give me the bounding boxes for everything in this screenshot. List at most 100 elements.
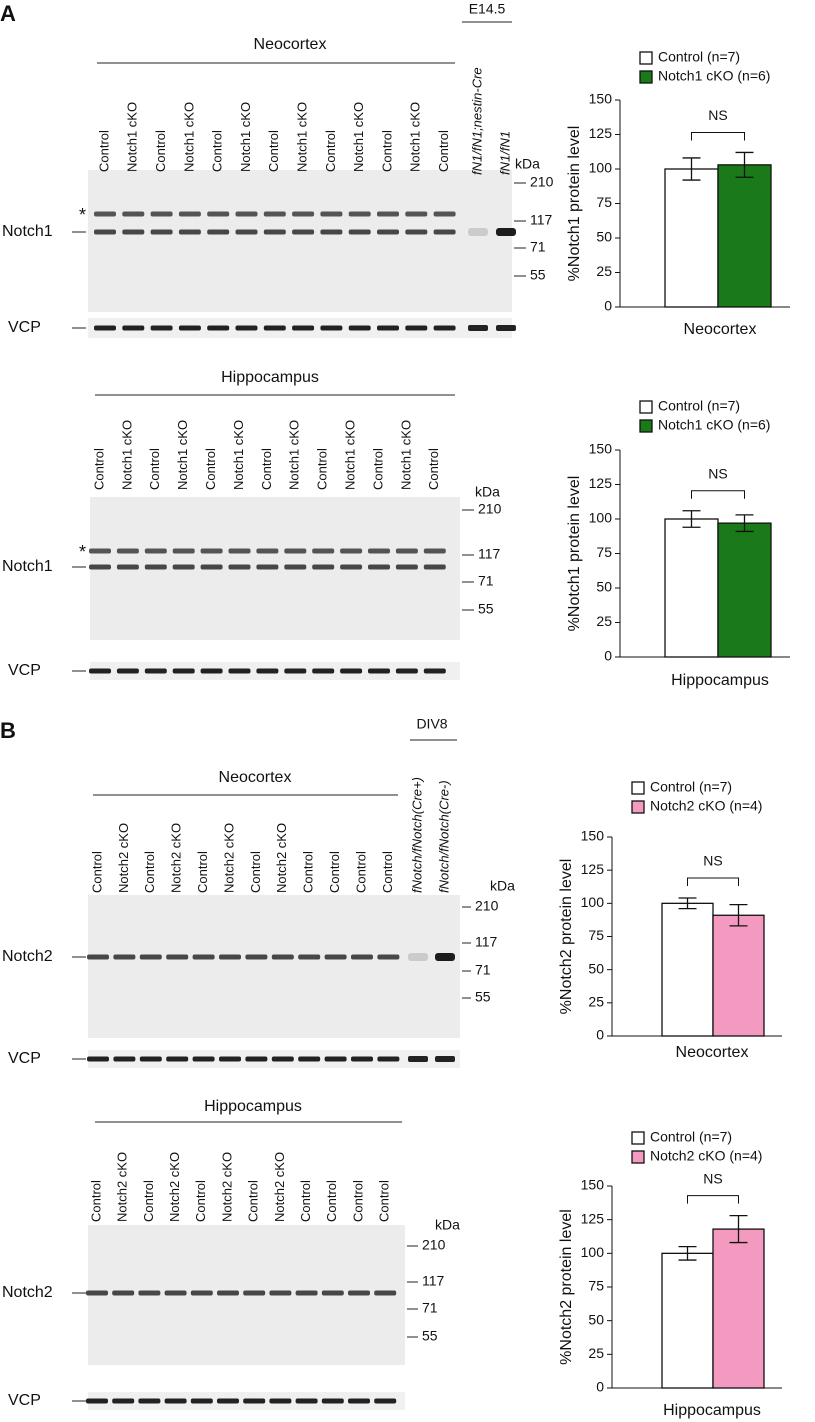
x-axis-label: Neocortex: [684, 321, 757, 338]
bar: [664, 518, 719, 658]
lane-label: Control: [259, 448, 274, 490]
vcp-band: [219, 1056, 241, 1062]
band: [139, 954, 162, 960]
y-tick-label: 125: [581, 1210, 605, 1226]
band: [207, 211, 230, 217]
band: [433, 229, 456, 235]
protein-label: VCP: [8, 1050, 41, 1067]
lane-label: Notch2 cKO: [221, 823, 236, 893]
y-axis-label: %Notch1 protein level: [566, 126, 583, 282]
significance-bracket: [691, 490, 745, 499]
y-tick-label: 0: [604, 648, 612, 664]
asterisk: *: [79, 205, 86, 225]
band: [340, 548, 363, 554]
legend-swatch: [631, 1150, 645, 1164]
band: [423, 548, 446, 554]
legend-label: Control (n=7): [650, 779, 732, 795]
band: [116, 564, 139, 570]
vcp-band: [150, 325, 173, 331]
blot-title: Hippocampus: [221, 369, 319, 386]
band: [348, 1290, 370, 1296]
y-tick-label: 100: [589, 510, 613, 526]
lane-label: Control: [380, 851, 395, 893]
band: [94, 229, 116, 235]
band: [228, 548, 251, 554]
lane-label: Control: [370, 448, 385, 490]
lane-label: Notch1 cKO: [181, 102, 196, 172]
marker-label: 55: [475, 989, 491, 1005]
legend-swatch: [639, 70, 653, 84]
band: [351, 954, 373, 960]
band: [112, 1290, 135, 1296]
vcp-band: [87, 1056, 109, 1062]
y-tick-label: 50: [588, 960, 604, 976]
vcp-band: [435, 1056, 455, 1062]
lane-label: Control: [379, 130, 394, 172]
y-tick-label: 150: [581, 1177, 605, 1193]
y-tick-label: 125: [589, 125, 613, 141]
legend-label: Control (n=7): [650, 1129, 732, 1145]
lane-label: Control: [147, 448, 162, 490]
lane-label: Control: [298, 1180, 313, 1222]
vcp-band: [207, 325, 230, 331]
protein-label: VCP: [8, 319, 41, 336]
band: [312, 548, 335, 554]
band: [496, 228, 516, 236]
band: [269, 1290, 292, 1296]
lane-label: Notch1 cKO: [119, 420, 134, 490]
y-tick-label: 100: [581, 1244, 605, 1260]
lane-label: Control: [436, 130, 451, 172]
band: [138, 1290, 161, 1296]
vcp-band: [172, 668, 195, 674]
vcp-band: [263, 325, 286, 331]
significance-label: NS: [708, 107, 727, 123]
vcp-band: [271, 1056, 294, 1062]
band: [144, 548, 167, 554]
band: [395, 548, 418, 554]
lane-label: Control: [89, 851, 104, 893]
y-tick-label: 100: [589, 160, 613, 176]
band: [395, 564, 418, 570]
vcp-band: [405, 325, 428, 331]
panel-label: B: [0, 718, 16, 743]
band: [86, 1290, 108, 1296]
vcp-band: [374, 1398, 397, 1404]
band: [298, 954, 321, 960]
band: [284, 548, 307, 554]
lane-label: Control: [353, 851, 368, 893]
vcp-band: [144, 668, 167, 674]
y-tick-label: 75: [596, 544, 612, 560]
lane-label: Notch1 cKO: [408, 102, 423, 172]
legend-swatch: [639, 419, 653, 433]
marker-label: 55: [530, 267, 546, 283]
bar: [664, 168, 719, 308]
band: [192, 954, 215, 960]
marker-label: 210: [475, 898, 499, 914]
kda-label: kDa: [515, 156, 540, 172]
lane-label: Control: [426, 448, 441, 490]
lane-label: Control: [142, 851, 157, 893]
bar: [712, 1228, 765, 1389]
lane-label: fNotch/fNotch(Cre-): [436, 780, 451, 893]
legend-label: Control (n=7): [658, 49, 740, 65]
band: [150, 211, 173, 217]
band: [166, 954, 189, 960]
vcp-band: [178, 325, 201, 331]
lane-label: Control: [350, 1180, 365, 1222]
band: [200, 564, 223, 570]
legend-swatch: [631, 1131, 645, 1145]
vcp-band: [86, 1398, 108, 1404]
vcp-band: [408, 1056, 428, 1062]
lane-label: Control: [248, 851, 263, 893]
y-tick-label: 100: [581, 894, 605, 910]
lane-label: Control: [96, 130, 111, 172]
vcp-band: [89, 668, 111, 674]
y-tick-label: 25: [588, 994, 604, 1010]
lane-label: Notch1 cKO: [295, 102, 310, 172]
vcp-band: [423, 668, 446, 674]
vcp-band: [112, 1398, 135, 1404]
band: [228, 564, 251, 570]
vcp-band: [298, 1056, 321, 1062]
blot-image: [88, 170, 512, 312]
